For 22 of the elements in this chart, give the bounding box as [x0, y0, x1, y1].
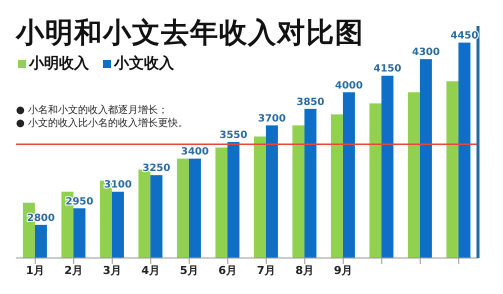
data-label: 4300: [412, 47, 440, 58]
annotation: ● 小名和小文的收入都逐月增长；: [16, 104, 169, 117]
chart-title: 小明和小文去年收入对比图: [16, 15, 364, 51]
x-tick-label: 9月: [334, 264, 353, 277]
x-tick-label: 7月: [256, 264, 276, 277]
x-tick-label: 4月: [141, 264, 160, 277]
legend-label: 小明收入: [28, 54, 89, 73]
data-label: 3700: [258, 113, 286, 124]
data-label: 3250: [142, 163, 170, 174]
x-tick-label: 2月: [64, 264, 84, 277]
legend-label: 小文收入: [112, 54, 174, 73]
x-tick-label: 5月: [180, 264, 199, 277]
annotation: ● 小文的收入比小名的收入增长更快。: [16, 117, 188, 130]
data-label: 3550: [220, 130, 248, 141]
x-tick-label: 3月: [102, 264, 122, 277]
data-label: 4150: [374, 64, 402, 75]
data-label: 3850: [296, 96, 324, 108]
data-label: 3400: [181, 146, 209, 158]
data-label: 4000: [335, 80, 363, 92]
x-tick-label: 8月: [295, 264, 314, 277]
x-tick-label: 6月: [218, 264, 238, 277]
x-tick-label: 1月: [26, 264, 45, 277]
